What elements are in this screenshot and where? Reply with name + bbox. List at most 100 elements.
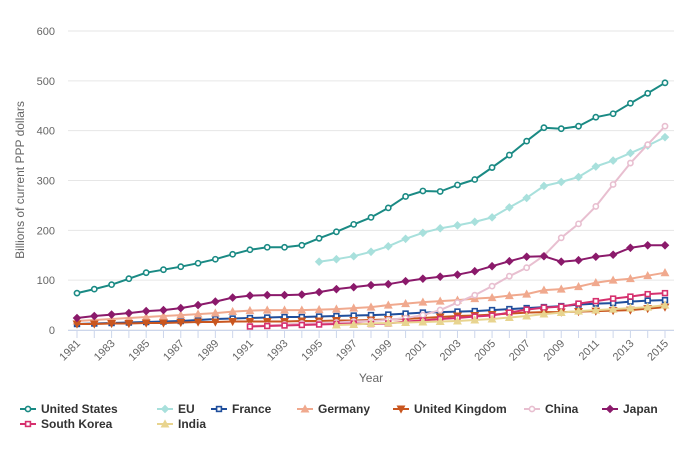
data-point-germany <box>349 303 359 312</box>
legend-item-united-states[interactable]: United States <box>20 402 118 416</box>
data-point-united-states <box>592 113 600 121</box>
legend-marker-india <box>160 419 170 428</box>
data-point-japan <box>176 303 186 313</box>
data-point-germany <box>522 289 532 298</box>
y-tick-label: 500 <box>37 76 55 88</box>
series-group <box>72 79 670 330</box>
data-point-india <box>470 315 480 324</box>
data-point-united-states <box>350 220 358 228</box>
data-point-japan <box>228 293 237 302</box>
data-point-china <box>575 220 582 228</box>
data-point-eu <box>453 221 462 230</box>
data-point-united-kingdom <box>159 319 168 328</box>
data-point-united-states <box>436 188 444 195</box>
data-point-india <box>331 320 341 329</box>
legend-item-south-korea[interactable]: South Korea <box>20 417 113 431</box>
x-tick-label: 1983 <box>92 338 118 364</box>
y-tick-label: 300 <box>37 176 55 188</box>
data-point-united-kingdom <box>262 318 272 327</box>
gridlines <box>68 30 674 331</box>
legend: United States EU France Germany United Kingd… <box>20 402 658 431</box>
legend-item-eu[interactable]: EU <box>157 402 195 416</box>
data-point-japan <box>418 274 428 283</box>
data-point-japan <box>262 290 272 300</box>
data-point-south-korea <box>246 323 254 330</box>
data-point-germany <box>608 275 618 284</box>
data-point-india <box>349 319 359 329</box>
data-point-united-states <box>263 243 271 251</box>
legend-item-france[interactable]: France <box>211 402 272 416</box>
data-point-united-states <box>471 176 479 183</box>
data-point-south-korea <box>609 295 617 302</box>
data-point-japan <box>107 310 116 319</box>
data-point-united-states <box>540 124 548 132</box>
legend-item-china[interactable]: China <box>524 402 579 416</box>
data-point-japan <box>314 287 324 297</box>
data-point-japan <box>280 290 289 300</box>
x-tick-label: 1987 <box>161 338 187 364</box>
x-tick-label: 2005 <box>472 338 498 364</box>
data-point-eu <box>539 181 549 191</box>
legend-item-germany[interactable]: Germany <box>297 402 370 416</box>
data-point-south-korea <box>592 297 600 305</box>
x-tick-label: 1993 <box>265 338 291 364</box>
legend-marker-south-korea <box>24 420 32 428</box>
legend-marker-china <box>528 405 536 413</box>
data-point-germany <box>210 308 220 317</box>
data-point-united-states <box>229 250 237 258</box>
data-point-united-kingdom <box>89 320 99 329</box>
data-point-eu <box>349 251 359 261</box>
legend-item-united-kingdom[interactable]: United Kingdom <box>393 402 507 416</box>
data-point-germany <box>314 304 324 314</box>
data-point-germany <box>159 311 168 320</box>
data-point-japan <box>643 240 653 250</box>
data-point-germany <box>297 305 307 314</box>
data-point-japan <box>522 252 531 262</box>
data-point-germany <box>193 309 203 318</box>
data-point-france <box>627 298 634 305</box>
data-point-india <box>660 300 670 309</box>
series-japan <box>72 240 670 323</box>
data-point-japan <box>141 306 151 316</box>
data-point-japan <box>245 291 255 300</box>
data-point-eu <box>660 132 670 142</box>
x-tick-label: 2001 <box>403 338 429 364</box>
data-point-south-korea <box>540 304 548 311</box>
data-point-united-states <box>367 213 375 221</box>
legend-label-india: India <box>178 417 206 431</box>
data-point-germany <box>280 305 289 314</box>
data-point-united-states <box>609 110 617 118</box>
data-point-japan <box>608 250 618 260</box>
data-point-china <box>505 272 513 280</box>
legend-item-japan[interactable]: Japan <box>602 402 658 416</box>
data-point-japan <box>591 252 601 262</box>
x-tick-label: 2007 <box>507 338 533 364</box>
data-point-india <box>574 306 583 315</box>
data-point-germany <box>574 282 583 291</box>
data-point-united-states <box>160 266 167 274</box>
data-point-eu <box>591 162 601 171</box>
y-tick-label: 100 <box>37 275 55 287</box>
data-point-japan <box>556 257 566 267</box>
data-point-united-states <box>315 234 323 242</box>
data-point-eu <box>366 247 376 257</box>
data-point-india <box>366 318 376 328</box>
data-point-japan <box>626 243 635 253</box>
data-point-germany <box>245 305 255 315</box>
data-point-germany <box>591 278 601 287</box>
data-point-united-kingdom <box>228 318 238 327</box>
data-point-united-states <box>575 122 582 130</box>
y-axis-ticks: 0 100 200 300 400 500 600 <box>37 26 55 337</box>
data-point-united-states <box>523 137 531 145</box>
data-point-china <box>454 299 461 306</box>
legend-item-india[interactable]: India <box>157 417 206 431</box>
data-point-united-states <box>246 246 254 254</box>
data-point-china <box>609 181 617 188</box>
data-point-eu <box>332 254 341 264</box>
data-point-united-states <box>402 193 409 200</box>
data-point-united-states <box>384 204 392 212</box>
data-point-united-states <box>211 255 219 263</box>
data-point-united-kingdom <box>124 320 134 329</box>
legend-label-japan: Japan <box>623 402 658 416</box>
